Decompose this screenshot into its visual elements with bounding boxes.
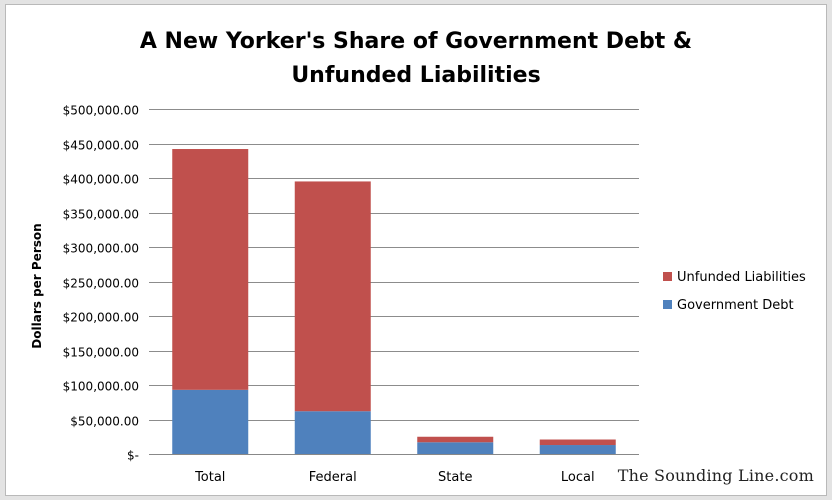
- x-tick-label: Total: [194, 470, 225, 485]
- chart-title-line-2: Unfunded Liabilities: [291, 63, 540, 88]
- y-tick-label: $-: [127, 449, 139, 463]
- bar-unfunded-liabilities-state: [417, 436, 494, 443]
- bar-government-debt-local: [539, 445, 616, 454]
- bars: [172, 149, 616, 454]
- y-tick-label: $500,000.00: [63, 104, 139, 118]
- legend-swatch: [663, 272, 672, 281]
- watermark: The Sounding Line.com: [617, 466, 814, 485]
- bar-unfunded-liabilities-total: [172, 149, 249, 390]
- legend-label: Government Debt: [677, 298, 794, 313]
- legend-label: Unfunded Liabilities: [677, 270, 806, 285]
- y-tick-label: $450,000.00: [63, 139, 139, 153]
- y-tick-label: $300,000.00: [63, 242, 139, 256]
- legend-swatch: [663, 300, 672, 309]
- x-tick-label: Federal: [309, 470, 357, 485]
- chart-svg: A New Yorker's Share of Government Debt …: [30, 29, 806, 485]
- x-tick-label: Local: [561, 470, 595, 485]
- bar-government-debt-state: [417, 442, 494, 454]
- bar-government-debt-total: [172, 389, 249, 454]
- y-tick-label: $50,000.00: [70, 415, 139, 429]
- y-tick-label: $200,000.00: [63, 311, 139, 325]
- y-tick-label: $100,000.00: [63, 380, 139, 394]
- x-tick-labels: Total Federal State Local: [194, 470, 595, 485]
- y-tick-label: $250,000.00: [63, 277, 139, 291]
- y-tick-label: $350,000.00: [63, 208, 139, 222]
- legend: Unfunded Liabilities Government Debt: [663, 270, 806, 313]
- x-tick-label: State: [438, 470, 472, 485]
- chart-frame: A New Yorker's Share of Government Debt …: [5, 4, 827, 496]
- chart-title-line-1: A New Yorker's Share of Government Debt …: [140, 29, 692, 54]
- bar-unfunded-liabilities-local: [539, 439, 616, 446]
- y-tick-label: $400,000.00: [63, 173, 139, 187]
- bar-government-debt-federal: [294, 411, 371, 454]
- y-tick-label: $150,000.00: [63, 346, 139, 360]
- y-axis-label: Dollars per Person: [30, 223, 44, 348]
- bar-unfunded-liabilities-federal: [294, 181, 371, 412]
- y-tick-labels: $- $50,000.00 $100,000.00 $150,000.00 $200,0…: [63, 104, 139, 463]
